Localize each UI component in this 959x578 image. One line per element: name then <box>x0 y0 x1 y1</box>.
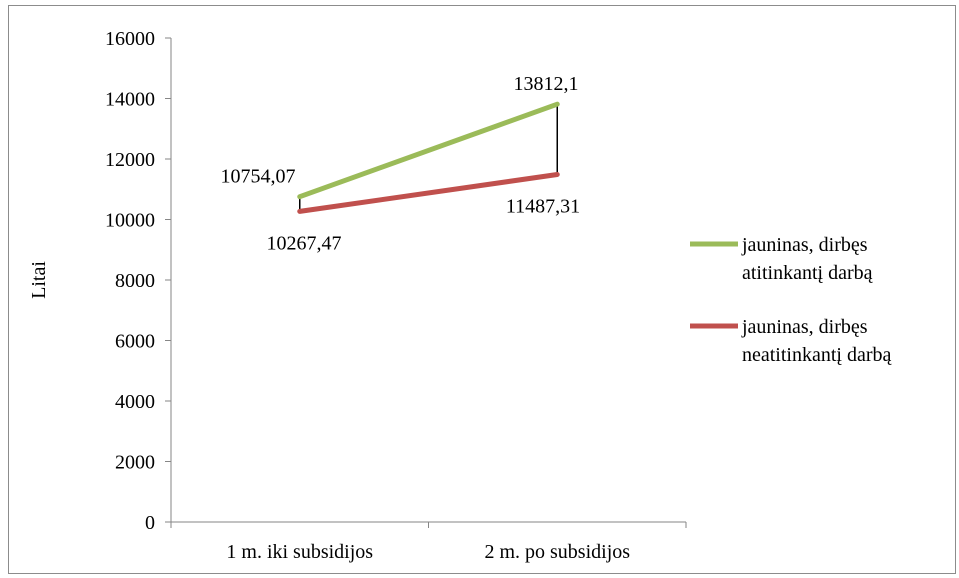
x-tick-label: 1 m. iki subsidijos <box>226 541 373 563</box>
series-line-2 <box>297 172 560 214</box>
legend-label: jauninas, dirbęs <box>741 234 868 256</box>
legend-label: atitinkantį darbą <box>742 262 874 284</box>
legend: jauninas, dirbęs atitinkantį darbą jaunina… <box>690 234 893 366</box>
data-label: 10754,07 <box>221 166 296 188</box>
y-tick-label: 8000 <box>115 270 155 292</box>
series-line-1 <box>297 101 560 200</box>
y-tick-label: 0 <box>145 512 155 534</box>
series-layer <box>297 101 560 214</box>
y-axis-title: Litai <box>28 261 50 299</box>
data-labels: 10754,07 13812,1 10267,47 11487,31 <box>221 73 581 254</box>
data-label: 13812,1 <box>514 73 579 95</box>
y-tick-label: 14000 <box>105 89 155 111</box>
data-label: 10267,47 <box>267 232 342 254</box>
chart-frame <box>8 5 956 574</box>
y-tick-label: 6000 <box>115 331 155 353</box>
legend-label: neatitinkantį darbą <box>742 344 893 366</box>
legend-label: jauninas, dirbęs <box>741 316 868 338</box>
y-tick-label: 16000 <box>105 28 155 50</box>
x-axis-ticks: 1 m. iki subsidijos 2 m. po subsidijos <box>170 522 687 563</box>
x-tick-label: 2 m. po subsidijos <box>484 541 630 563</box>
y-tick-label: 12000 <box>105 149 155 171</box>
y-tick-label: 4000 <box>115 391 155 413</box>
y-tick-label: 2000 <box>115 452 155 474</box>
data-label: 11487,31 <box>506 196 580 218</box>
y-axis-ticks: 0 2000 4000 6000 8000 10000 12000 14000 16000 <box>105 28 171 534</box>
y-tick-label: 10000 <box>105 210 155 232</box>
